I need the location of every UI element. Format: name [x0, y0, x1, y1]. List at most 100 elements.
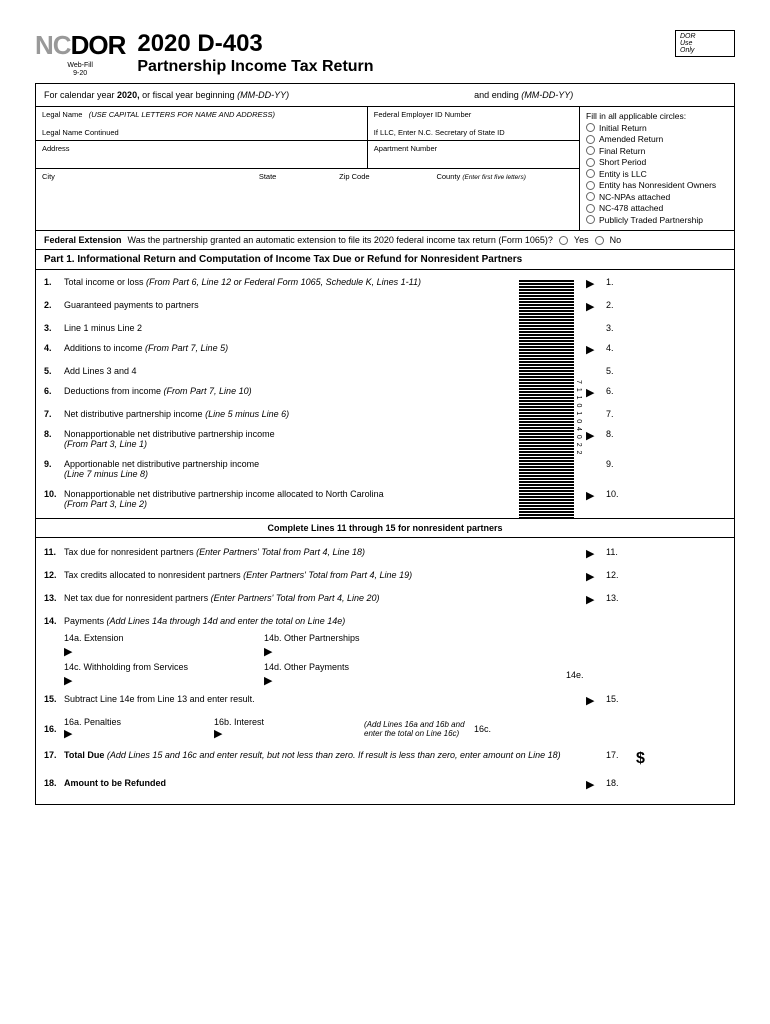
line-14b-label: 14b. Other Partnerships: [264, 633, 424, 643]
arrow-icon: ▶: [586, 300, 606, 313]
arrow-icon: ▶: [586, 489, 606, 502]
option-label: NC-478 attached: [599, 203, 663, 213]
line-16a-label: 16a. Penalties: [64, 717, 121, 727]
line-14c-label: 14c. Withholding from Services: [64, 662, 224, 672]
fed-ext-no-circle[interactable]: [595, 236, 604, 245]
llc-label: If LLC, Enter N.C. Secretary of State ID: [374, 128, 505, 137]
arrow-icon: ▶: [586, 277, 606, 290]
arrow-icon: ▶: [586, 547, 606, 560]
arrow-icon: ▶: [264, 674, 424, 687]
circle-option: Entity has Nonresident Owners: [586, 180, 728, 190]
info-left-column: Legal Name (USE CAPITAL LETTERS FOR NAME…: [36, 107, 579, 230]
form-line: 4.Additions to income (From Part 7, Line…: [44, 338, 726, 361]
barcode-number: 7 1 1 0 1 0 4 0 2 2: [575, 380, 582, 455]
circle-option: Entity is LLC: [586, 169, 728, 179]
federal-extension-row: Federal Extension Was the partnership gr…: [36, 230, 734, 250]
form-line: 8.Nonapportionable net distributive part…: [44, 424, 726, 454]
circle-option: Amended Return: [586, 134, 728, 144]
option-circle[interactable]: [586, 135, 595, 144]
county-label: County: [436, 172, 460, 181]
option-circle[interactable]: [586, 158, 595, 167]
option-label: Short Period: [599, 157, 646, 167]
form-title: Partnership Income Tax Return: [137, 58, 663, 76]
form-line: 6.Deductions from income (From Part 7, L…: [44, 381, 726, 404]
form-line: 5.Add Lines 3 and 45.: [44, 361, 726, 381]
option-circle[interactable]: [586, 123, 595, 132]
zip-label: Zip Code: [333, 169, 430, 197]
option-label: Publicly Traded Partnership: [599, 215, 703, 225]
city-label: City: [36, 169, 253, 197]
circles-header: Fill in all applicable circles:: [586, 111, 728, 121]
circles-panel: Fill in all applicable circles: Initial …: [579, 107, 734, 230]
form-line: 2.Guaranteed payments to partners▶2.: [44, 295, 726, 318]
arrow-icon: ▶: [586, 343, 606, 356]
main-form: For calendar year 2020, or fiscal year b…: [35, 83, 735, 805]
circle-option: NC-NPAs attached: [586, 192, 728, 202]
form-line: 7.Net distributive partnership income (L…: [44, 404, 726, 424]
fed-ext-text: Was the partnership granted an automatic…: [128, 235, 553, 245]
fed-ext-yes-circle[interactable]: [559, 236, 568, 245]
option-circle[interactable]: [586, 204, 595, 213]
option-circle[interactable]: [586, 215, 595, 224]
legal-name-cont-label: Legal Name Continued: [42, 128, 119, 137]
line-16: 16. 16a. Penalties▶ 16b. Interest▶ (Add …: [44, 712, 726, 745]
line-16-note: (Add Lines 16a and 16b and enter the tot…: [364, 720, 474, 738]
option-circle[interactable]: [586, 181, 595, 190]
option-label: Initial Return: [599, 123, 647, 133]
circle-option: Publicly Traded Partnership: [586, 215, 728, 225]
line-15: 15. Subtract Line 14e from Line 13 and e…: [44, 689, 726, 712]
taxpayer-info-grid: Legal Name (USE CAPITAL LETTERS FOR NAME…: [36, 107, 734, 230]
logo-webfill: Web-Fill: [67, 62, 93, 69]
logo-dor: DOR: [71, 30, 126, 60]
option-label: Amended Return: [599, 134, 663, 144]
dor-use-only-box: DOR Use Only: [675, 30, 735, 57]
option-label: Entity is LLC: [599, 169, 647, 179]
line-14-cd: 14c. Withholding from Services ▶ 14d. Oth…: [44, 660, 726, 689]
arrow-icon: ▶: [586, 570, 606, 583]
form-header: NCDOR Web-Fill 9-20 2020 D-403 Partnersh…: [35, 30, 735, 77]
dollar-sign: $: [636, 750, 726, 768]
arrow-icon: ▶: [214, 728, 222, 740]
line-14: 14. Payments (Add Lines 14a through 14d …: [44, 611, 726, 631]
line-14a-label: 14a. Extension: [64, 633, 224, 643]
fein-label: Federal Employer ID Number: [374, 110, 472, 119]
address-label: Address: [36, 141, 368, 168]
arrow-icon: ▶: [586, 778, 606, 791]
line-16b-label: 16b. Interest: [214, 717, 264, 727]
option-circle[interactable]: [586, 146, 595, 155]
form-line: 10.Nonapportionable net distributive par…: [44, 484, 726, 514]
form-number: 2020 D-403: [137, 30, 663, 58]
calendar-year-row: For calendar year 2020, or fiscal year b…: [36, 84, 734, 107]
form-line: 1.Total income or loss (From Part 6, Lin…: [44, 272, 726, 295]
part1-header: Part 1. Informational Return and Computa…: [36, 250, 734, 270]
arrow-icon: ▶: [64, 674, 224, 687]
arrow-icon: ▶: [586, 386, 606, 399]
circle-option: NC-478 attached: [586, 203, 728, 213]
form-line: 3.Line 1 minus Line 23.: [44, 318, 726, 338]
option-circle[interactable]: [586, 169, 595, 178]
option-label: NC-NPAs attached: [599, 192, 670, 202]
option-label: Final Return: [599, 146, 645, 156]
barcode: 7 1 1 0 1 0 4 0 2 2: [519, 280, 579, 540]
ncdor-logo: NCDOR Web-Fill 9-20: [35, 30, 125, 77]
arrow-icon: ▶: [64, 645, 224, 658]
option-label: Entity has Nonresident Owners: [599, 180, 716, 190]
arrow-icon: ▶: [64, 728, 72, 740]
fed-ext-label: Federal Extension: [44, 235, 122, 245]
logo-date: 9-20: [73, 70, 87, 77]
option-circle[interactable]: [586, 192, 595, 201]
form-line: 9.Apportionable net distributive partner…: [44, 454, 726, 484]
circle-option: Final Return: [586, 146, 728, 156]
circle-option: Initial Return: [586, 123, 728, 133]
lines-area: 7 1 1 0 1 0 4 0 2 2 1.Total income or lo…: [36, 270, 734, 804]
line-18: 18. Amount to be Refunded ▶ 18.: [44, 773, 726, 796]
form-line: 13.Net tax due for nonresident partners …: [44, 588, 726, 611]
line-14-ab: 14a. Extension ▶ 14b. Other Partnerships ▶: [44, 631, 726, 660]
arrow-icon: ▶: [586, 694, 606, 707]
title-block: 2020 D-403 Partnership Income Tax Return: [137, 30, 663, 76]
legal-name-label: Legal Name: [42, 110, 82, 119]
line-14e-num: 14e.: [566, 670, 596, 680]
arrow-icon: ▶: [264, 645, 424, 658]
form-line: 11.Tax due for nonresident partners (Ent…: [44, 542, 726, 565]
line-14d-label: 14d. Other Payments: [264, 662, 424, 672]
